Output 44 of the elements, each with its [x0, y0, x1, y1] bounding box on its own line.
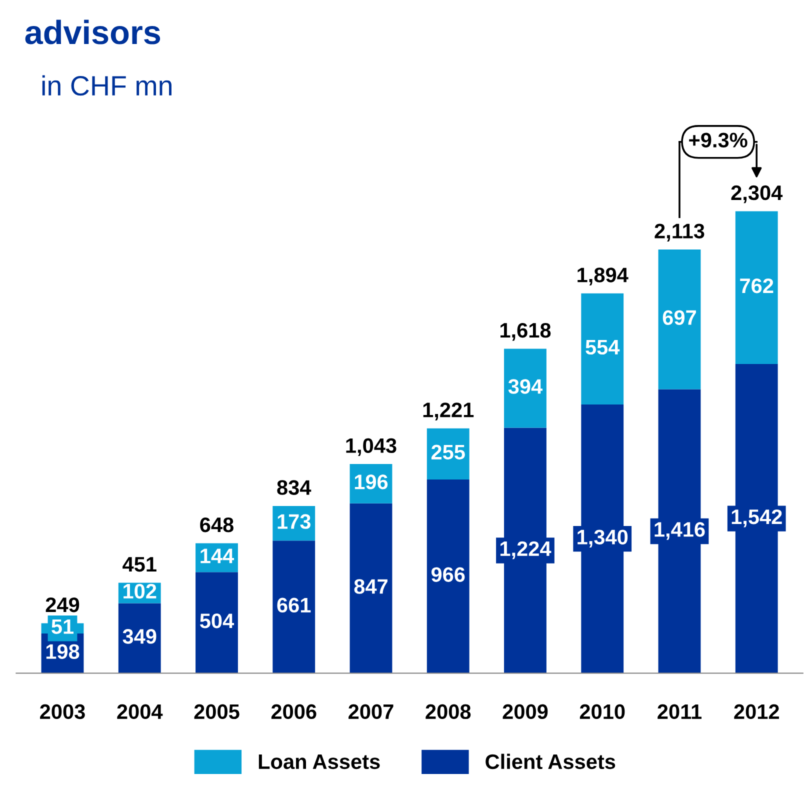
data-label: 394: [508, 379, 543, 394]
x-tick-label: 2012: [734, 704, 779, 720]
total-label: 2,113: [654, 224, 704, 242]
total-label: 1,043: [346, 438, 396, 456]
total-label: 2,304: [731, 185, 783, 204]
x-tick-label: 2007: [348, 704, 394, 720]
total-label: 1,894: [578, 268, 628, 286]
data-label: 102: [124, 584, 156, 599]
data-label: 697: [662, 310, 696, 325]
data-label: 1,340: [578, 530, 628, 548]
x-tick-label: 2004: [117, 704, 163, 720]
data-label: 255: [431, 444, 465, 460]
data-label: 504: [200, 614, 234, 628]
total-label: 249: [46, 597, 80, 612]
data-label: 196: [354, 474, 388, 490]
legend-label: Client Assets: [486, 754, 616, 770]
x-tick-label: 2003: [40, 704, 85, 720]
total-label: 648: [200, 517, 234, 532]
x-tick-label: 2011: [658, 704, 702, 720]
x-tick-label: 2010: [580, 704, 625, 720]
data-label: 1,416: [654, 522, 705, 540]
data-label: 762: [740, 278, 774, 294]
data-label: 198: [46, 644, 80, 659]
x-tick-label: 2006: [271, 704, 316, 720]
data-label: 847: [354, 579, 388, 594]
data-label: 554: [586, 340, 620, 355]
total-label: 451: [122, 557, 156, 572]
data-label: 661: [277, 598, 311, 613]
total-label: 1,221: [423, 402, 474, 420]
data-label: 1,224: [500, 541, 552, 560]
text: +9.3%: [689, 132, 748, 148]
data-label: 144: [200, 548, 234, 564]
total-label: 834: [277, 480, 312, 495]
data-label: 349: [122, 629, 156, 644]
x-tick-label: 2005: [194, 704, 240, 720]
data-label: 173: [278, 514, 310, 529]
x-tick-label: 2008: [426, 704, 471, 720]
total-label: 1,618: [500, 322, 551, 341]
chart-subtitle: in CHF mn: [42, 75, 172, 96]
data-label: 966: [431, 567, 465, 582]
x-tick-label: 2009: [502, 704, 548, 720]
chart-title: advisors: [25, 20, 160, 44]
legend-label: Loan Assets: [258, 754, 380, 770]
data-label: 1,542: [732, 509, 782, 528]
